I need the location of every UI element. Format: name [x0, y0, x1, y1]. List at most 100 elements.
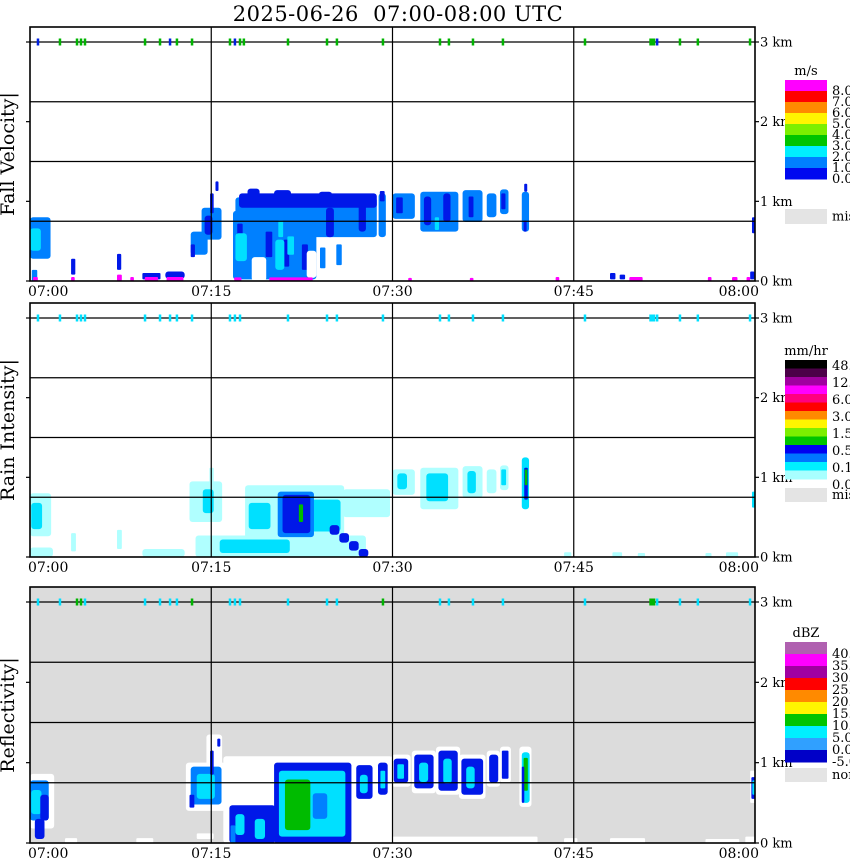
tick-3km [36, 38, 40, 46]
legend-swatch [785, 368, 827, 378]
echo-region [468, 196, 474, 218]
legend-label: 0.5 [832, 444, 850, 459]
legend-swatch [785, 157, 827, 169]
tick-3km [36, 314, 40, 322]
echo-region [380, 770, 386, 789]
echo-region [136, 838, 154, 843]
legend-swatch [785, 146, 827, 158]
tick-3km [175, 314, 179, 322]
height-label: 1 km [760, 756, 793, 771]
echo-region [310, 499, 341, 532]
time-label: 07:00 [28, 560, 68, 576]
height-label: 1 km [760, 195, 793, 210]
echo-region [31, 789, 42, 815]
legend-label: 7.0 [832, 95, 850, 110]
echo-region [214, 489, 221, 510]
legend-swatch [785, 445, 827, 454]
echo-region [486, 469, 497, 494]
echo-region [339, 533, 349, 543]
time-label: 08:00 [719, 284, 759, 300]
tick-3km [58, 314, 62, 322]
legend-label: 20.0 [832, 695, 850, 710]
echo-region [190, 244, 195, 258]
legend-label: 3.0 [832, 139, 850, 154]
legend-label: 10.0 [832, 719, 850, 734]
legend-label: 35.0 [832, 659, 850, 674]
echo-region [336, 244, 342, 266]
echo-region [524, 183, 528, 192]
tick-3km [83, 38, 87, 46]
tick-3km [228, 314, 232, 322]
legend-title: dBZ [793, 626, 820, 641]
echo-region [359, 774, 368, 794]
echo-region [210, 193, 214, 214]
echo-region [71, 277, 75, 281]
echo-region [189, 794, 195, 808]
echo-region [745, 836, 755, 843]
echo-region [726, 552, 739, 557]
tick-3km [447, 598, 451, 606]
height-label: 3 km [760, 596, 793, 611]
echo-region [610, 273, 616, 280]
tick-3km [471, 598, 475, 606]
echo-region [235, 814, 245, 835]
legend-miss-label: miss [832, 210, 850, 225]
legend-label: 4.0 [832, 128, 850, 143]
legend-swatch [785, 91, 827, 103]
echo-region [287, 236, 295, 255]
tick-3km [238, 38, 242, 46]
tick-3km [678, 38, 682, 46]
panel-border [29, 586, 756, 844]
time-label: 08:00 [719, 846, 759, 862]
echo-region [326, 207, 334, 238]
echo-region [251, 257, 267, 281]
echo-region [501, 469, 507, 486]
echo-region [217, 738, 221, 747]
tick-3km [583, 38, 587, 46]
echo-region [130, 277, 134, 281]
legend-swatch [785, 436, 827, 446]
echo-region [269, 277, 313, 281]
tick-3km [175, 38, 179, 46]
panel-rain-intensity: Rain Intensity| 3 km 2 km 1 km 0 km 07:00 07:1… [0, 302, 850, 576]
echo-region [117, 253, 122, 270]
tick-3km [168, 38, 172, 46]
legend-swatch [785, 453, 827, 463]
legend-label: 6.0 [832, 393, 850, 408]
echo-region [219, 539, 290, 554]
tick-3km [79, 314, 83, 322]
legend-label: 1.0 [832, 161, 850, 176]
legend-label: 0.0 [832, 743, 850, 758]
tick-3km [381, 38, 385, 46]
height-label: 3 km [760, 36, 793, 51]
legend-swatch [785, 402, 827, 412]
legend-label: 8.0 [832, 84, 850, 99]
tick-3km [438, 598, 442, 606]
echo-region [204, 215, 213, 235]
legend-miss-label: miss [832, 488, 850, 503]
status-tick-layer [36, 314, 752, 322]
echo-region [397, 473, 407, 490]
echo-region [419, 762, 429, 782]
echo-region [214, 214, 220, 227]
echo-region [524, 469, 528, 486]
echo-region [30, 228, 41, 251]
legend-label: 25.0 [832, 683, 850, 698]
echo-region [523, 220, 527, 232]
echo-region [117, 529, 122, 550]
echo-region [278, 220, 284, 238]
echo-region [610, 838, 646, 843]
height-label: 0 km [760, 551, 793, 566]
echo-region [235, 233, 247, 262]
echo-region [265, 231, 273, 258]
tick-3km [748, 314, 752, 322]
echo-region [489, 754, 499, 783]
tick-3km [696, 598, 700, 606]
height-label: 2 km [760, 115, 793, 130]
echo-region [306, 250, 317, 278]
legend-label: 12.0 [832, 376, 850, 391]
echo-region [144, 277, 159, 281]
legend-swatch [785, 102, 827, 114]
echo-region [750, 271, 755, 280]
tick-3km [655, 38, 659, 46]
